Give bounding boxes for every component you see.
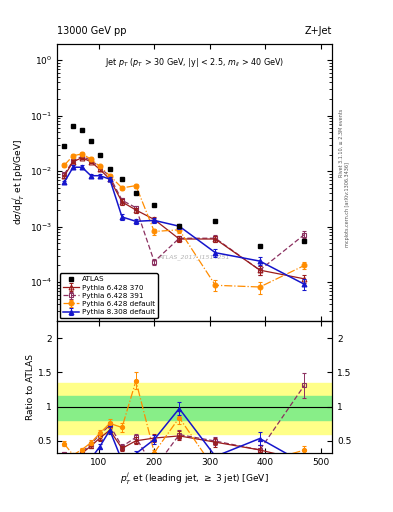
ATLAS — [97, 152, 102, 158]
ATLAS — [177, 222, 182, 228]
ATLAS — [80, 127, 84, 133]
Text: Jet $p_T$ ($p_T$ > 30 GeV, |y| < 2.5, $m_{ll}$ > 40 GeV): Jet $p_T$ ($p_T$ > 30 GeV, |y| < 2.5, $m… — [105, 56, 284, 69]
Legend: ATLAS, Pythia 6.428 370, Pythia 6.428 391, Pythia 6.428 default, Pythia 8.308 de: ATLAS, Pythia 6.428 370, Pythia 6.428 39… — [60, 273, 158, 318]
ATLAS — [152, 202, 156, 208]
Y-axis label: d$\sigma$/dp$_T^j$ et [pb/GeV]: d$\sigma$/dp$_T^j$ et [pb/GeV] — [11, 139, 27, 225]
Text: ATLAS_2017_I1514251: ATLAS_2017_I1514251 — [159, 254, 230, 260]
Text: 13000 GeV pp: 13000 GeV pp — [57, 26, 127, 36]
X-axis label: $p_T^j$ et (leading jet, $\geq$ 3 jet) [GeV]: $p_T^j$ et (leading jet, $\geq$ 3 jet) [… — [120, 471, 269, 487]
ATLAS — [62, 143, 66, 150]
Y-axis label: Ratio to ATLAS: Ratio to ATLAS — [26, 354, 35, 420]
ATLAS — [302, 238, 307, 244]
ATLAS — [71, 123, 75, 129]
ATLAS — [213, 218, 218, 224]
ATLAS — [257, 243, 262, 249]
ATLAS — [119, 176, 124, 182]
Line: ATLAS: ATLAS — [62, 124, 307, 248]
Text: Z+Jet: Z+Jet — [305, 26, 332, 36]
ATLAS — [88, 138, 93, 144]
ATLAS — [134, 190, 138, 197]
Text: mcplots.cern.ch [arXiv:1306.3436]: mcplots.cern.ch [arXiv:1306.3436] — [345, 162, 350, 247]
Text: Rivet 3.1.10, ≥ 2.3M events: Rivet 3.1.10, ≥ 2.3M events — [339, 109, 344, 178]
ATLAS — [107, 166, 112, 172]
